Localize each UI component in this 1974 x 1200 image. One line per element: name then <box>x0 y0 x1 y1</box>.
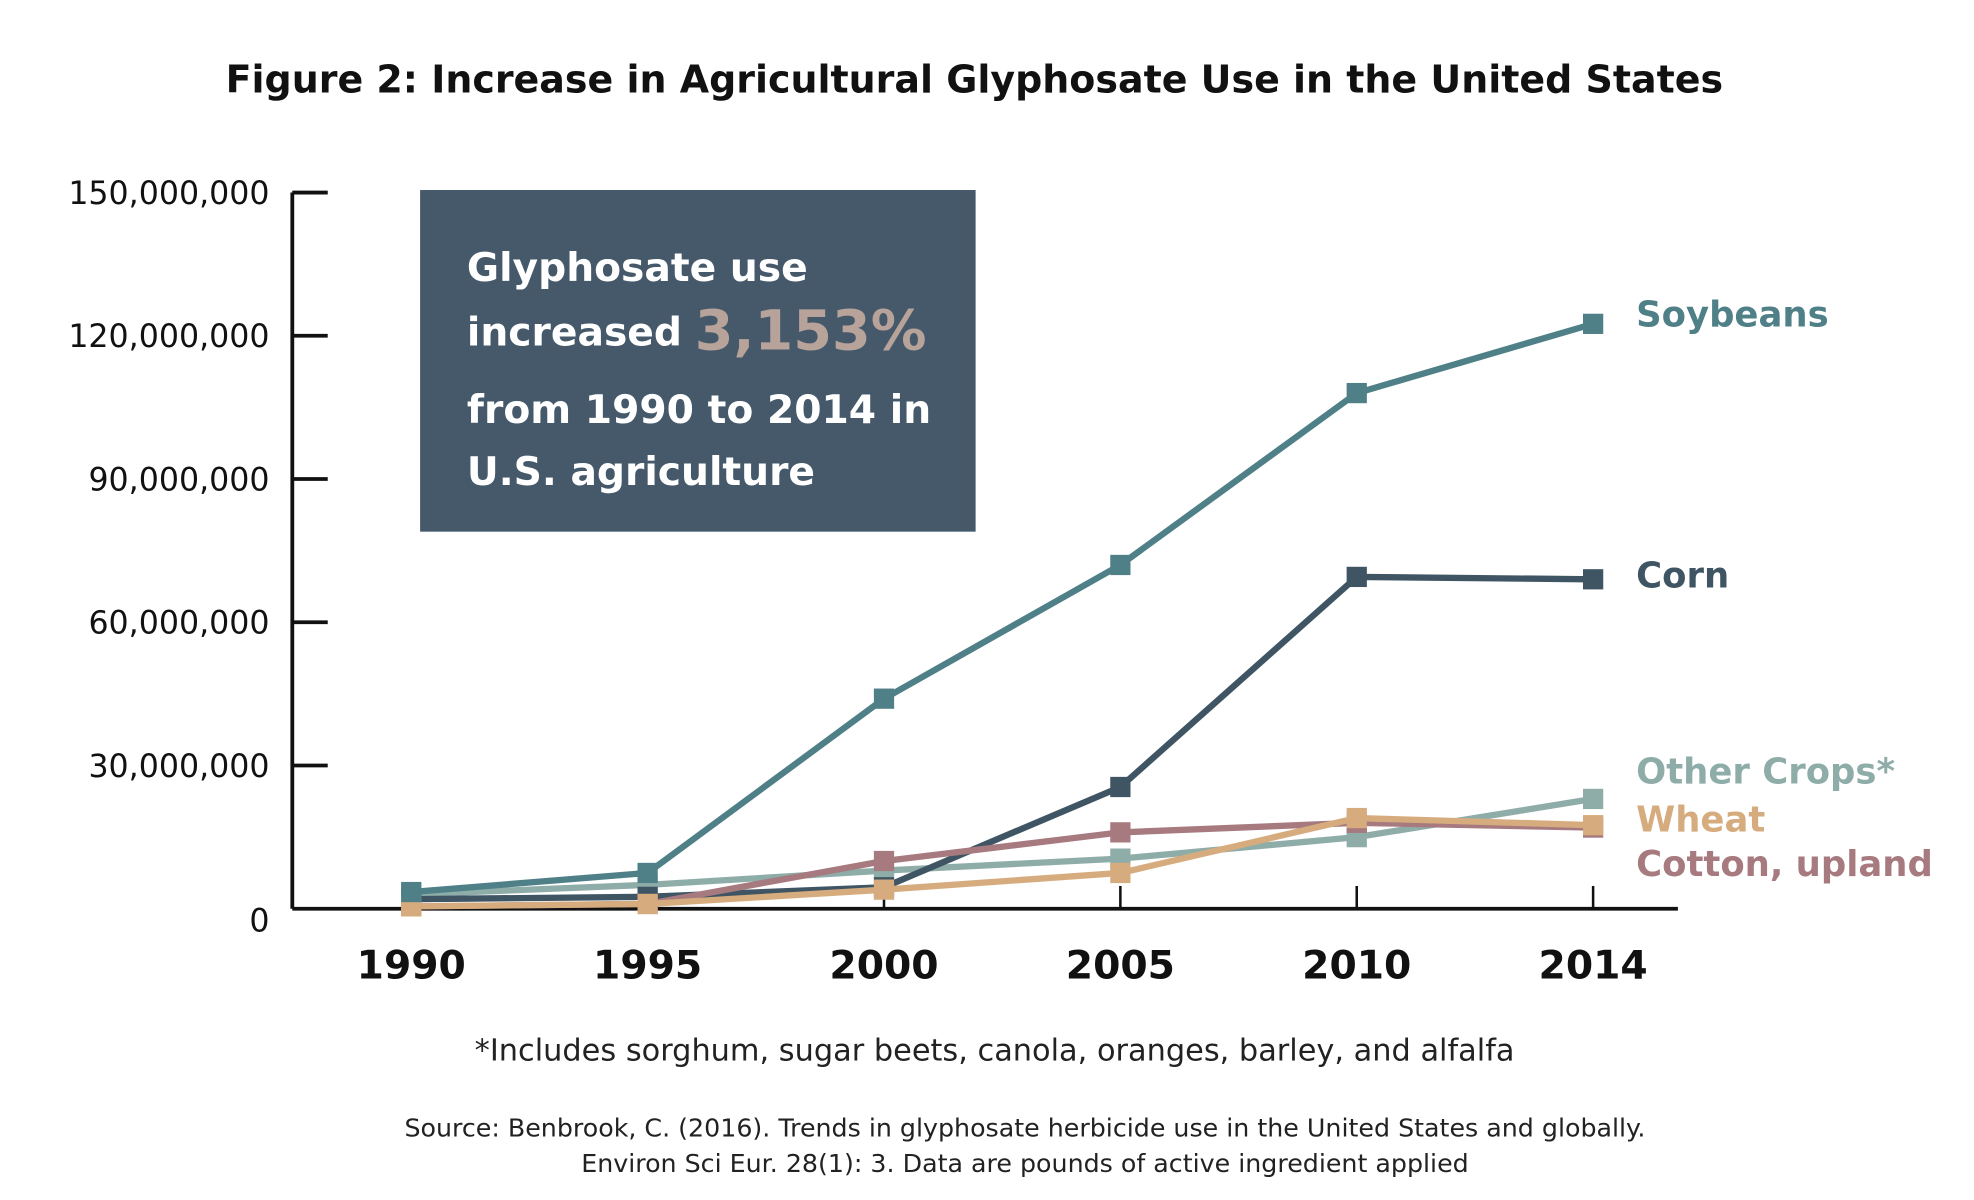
series-line <box>410 320 1595 896</box>
series-line <box>411 814 1594 910</box>
callout-box: Glyphosate use increased 3,153% from 199… <box>420 190 976 532</box>
callout-line2: increased <box>467 311 682 356</box>
data-point <box>1582 815 1604 836</box>
y-tick-label: 60,000,000 <box>88 606 269 642</box>
chart-title: Figure 2: Increase in Agricultural Glyph… <box>226 58 1723 102</box>
data-point <box>1582 313 1604 334</box>
data-point <box>1582 569 1604 590</box>
x-tick-label: 2000 <box>829 943 938 988</box>
series-label: Cotton, upland <box>1636 844 1933 885</box>
series-line <box>411 795 1594 898</box>
series-label: Wheat <box>1636 800 1765 841</box>
data-point <box>637 893 658 915</box>
y-tick-label: 90,000,000 <box>88 462 269 498</box>
callout-line4: U.S. agriculture <box>467 450 815 495</box>
series-label: Soybeans <box>1636 295 1829 336</box>
series-corn <box>401 566 1604 910</box>
data-point <box>873 879 895 900</box>
x-tick-label: 1995 <box>593 943 702 988</box>
y-tick-label: 120,000,000 <box>68 319 269 355</box>
series-line <box>411 573 1594 903</box>
data-point <box>1110 822 1131 843</box>
y-axis: 0 30,000,000 60,000,000 90,000,000 120,000,0… <box>68 176 328 940</box>
series-wheat <box>401 807 1604 917</box>
footnote: *Includes sorghum, sugar beets, canola, … <box>475 1034 1515 1069</box>
data-point <box>637 862 658 884</box>
data-point <box>1346 807 1367 829</box>
data-point <box>1346 382 1367 404</box>
data-point <box>873 688 895 709</box>
callout-line1: Glyphosate use <box>467 246 808 291</box>
data-point <box>1110 776 1131 798</box>
x-tick-label: 2014 <box>1539 943 1648 988</box>
callout-line3: from 1990 to 2014 in <box>467 388 931 433</box>
source-line-2: Environ Sci Eur. 28(1): 3. Data are poun… <box>581 1149 1468 1178</box>
y-tick-label: 30,000,000 <box>88 749 269 785</box>
source-line-1: Source: Benbrook, C. (2016). Trends in g… <box>404 1114 1645 1143</box>
series-soybeans <box>401 313 1604 903</box>
data-point <box>1582 788 1604 810</box>
data-point <box>1346 566 1367 588</box>
y-tick-label: 0 <box>249 904 269 940</box>
x-axis: 1990 1995 2000 2005 2010 2014 <box>292 885 1678 988</box>
x-tick-label: 2010 <box>1302 943 1411 988</box>
x-tick-label: 2005 <box>1066 943 1175 988</box>
data-point <box>873 850 895 872</box>
x-tick-label: 1990 <box>357 943 466 988</box>
series-label: Corn <box>1636 555 1729 596</box>
data-point <box>1110 554 1131 576</box>
series-label: Other Crops* <box>1636 751 1895 792</box>
data-point <box>1110 862 1131 884</box>
y-tick-label: 150,000,000 <box>68 176 269 212</box>
callout-highlight: 3,153% <box>695 298 927 363</box>
data-point <box>401 881 422 903</box>
